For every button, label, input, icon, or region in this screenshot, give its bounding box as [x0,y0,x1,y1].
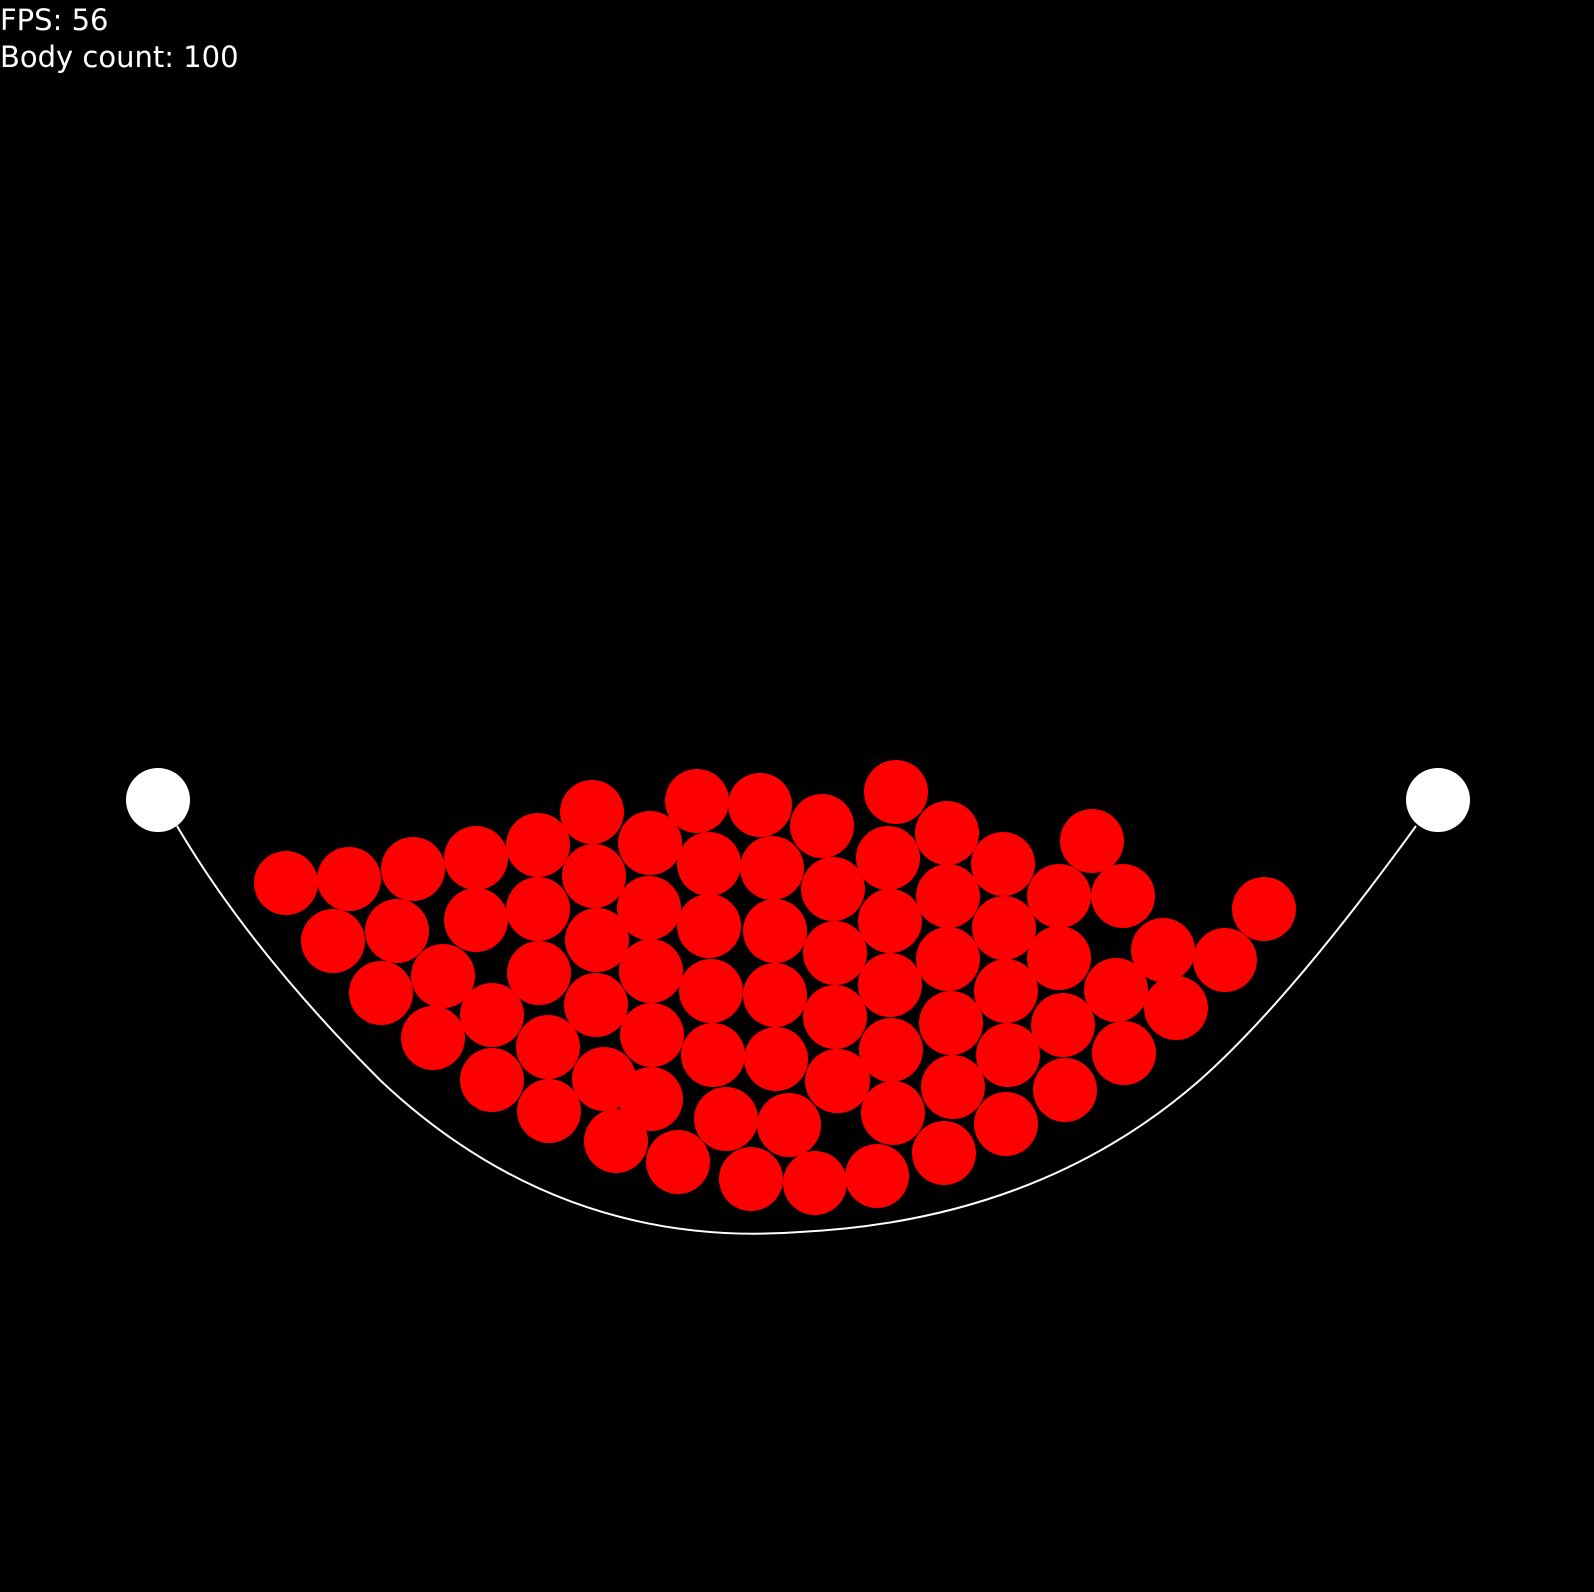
ball-body [915,801,979,865]
ball-body [301,909,365,973]
ball-body [916,927,980,991]
ball-body [1033,1058,1097,1122]
ball-body [444,888,508,952]
ball-body [665,769,729,833]
ball-body [619,939,683,1003]
ball-body [912,1121,976,1185]
ball-body [864,760,928,824]
ball-body [972,896,1036,960]
ball-body [254,851,318,915]
ball-body [560,780,624,844]
ball-body [365,899,429,963]
ball-body [565,908,629,972]
ball-body [805,1049,869,1113]
ball-body [976,1023,1040,1087]
ball-body [562,844,626,908]
ball-body [460,1048,524,1112]
ball-body [719,1147,783,1211]
ball-body [1144,976,1208,1040]
ball-body [679,959,743,1023]
ball-body [584,1109,648,1173]
right-anchor-pin[interactable] [1406,768,1470,832]
ball-body [444,826,508,890]
ball-body [1091,864,1155,928]
ball-body [757,1093,821,1157]
ball-body [677,894,741,958]
ball-body [1060,809,1124,873]
rope-curve [176,825,1417,1235]
fps-counter: FPS: 56 [0,3,109,37]
ball-body [460,983,524,1047]
ball-body [317,847,381,911]
ball-body [646,1130,710,1194]
body-count-label: Body count: 100 [0,40,239,74]
ball-body [974,1092,1038,1156]
ball-body [845,1144,909,1208]
ball-body [411,944,475,1008]
ball-body [620,1003,684,1067]
stats-overlay: FPS: 56 Body count: 100 [0,0,239,76]
ball-body [516,1015,580,1079]
ball-body [921,1055,985,1119]
ball-body [349,961,413,1025]
ball-body [564,973,628,1037]
ball-body [744,1027,808,1091]
ball-body [694,1087,758,1151]
ball-body [856,826,920,890]
ball-body [971,832,1035,896]
ball-body [381,837,445,901]
ball-body [1084,958,1148,1022]
ball-body [506,813,570,877]
ball-body [919,991,983,1055]
ball-body [859,1018,923,1082]
ball-body [617,876,681,940]
ball-body [916,864,980,928]
ball-body [506,877,570,941]
ball-body [803,985,867,1049]
ball-body [618,811,682,875]
ball-body [790,794,854,858]
ball-body [1027,926,1091,990]
ball-group [254,760,1296,1215]
ball-body [1031,993,1095,1057]
ball-body [1092,1021,1156,1085]
ball-body [507,941,571,1005]
ball-body [803,921,867,985]
ball-body [740,836,804,900]
ball-body [974,959,1038,1023]
ball-body [858,889,922,953]
ball-body [1193,928,1257,992]
ball-body [1232,877,1296,941]
ball-body [858,953,922,1017]
ball-body [1027,864,1091,928]
ball-body [743,899,807,963]
ball-body [783,1151,847,1215]
ball-body [1131,918,1195,982]
ball-body [743,963,807,1027]
ball-body [801,857,865,921]
left-anchor-pin[interactable] [126,768,190,832]
ball-body [401,1006,465,1070]
ball-body [861,1081,925,1145]
ball-body [728,773,792,837]
ball-body [677,832,741,896]
ball-body [517,1079,581,1143]
ball-body [681,1023,745,1087]
ball-body [619,1067,683,1131]
